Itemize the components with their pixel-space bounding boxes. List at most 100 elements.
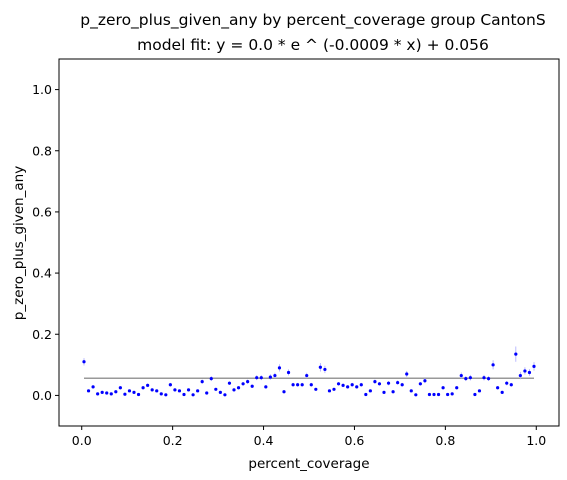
data-point	[300, 383, 304, 387]
data-point	[250, 384, 254, 388]
data-point	[368, 389, 372, 393]
data-point	[305, 373, 309, 378]
x-tick-label: 0.0	[72, 433, 92, 448]
data-point	[346, 385, 350, 389]
data-point	[123, 392, 127, 396]
data-point	[400, 383, 404, 387]
data-point	[355, 385, 359, 389]
data-point	[259, 376, 263, 380]
data-point	[150, 388, 154, 392]
data-point	[196, 389, 200, 393]
data-point	[336, 382, 341, 386]
data-point	[223, 393, 227, 397]
data-point	[500, 390, 504, 394]
x-tick-label: 1.0	[526, 433, 546, 448]
data-point	[100, 390, 104, 394]
x-axis-label: percent_coverage	[248, 456, 369, 472]
data-point	[200, 380, 204, 384]
data-point	[527, 370, 532, 375]
data-point	[141, 386, 145, 390]
data-point	[446, 392, 450, 397]
chart-title: p_zero_plus_given_any by percent_coverag…	[80, 11, 545, 30]
data-point	[350, 383, 354, 387]
data-point	[455, 386, 459, 390]
data-point	[114, 390, 118, 394]
data-point	[118, 386, 122, 390]
data-point	[218, 390, 222, 394]
data-point	[464, 376, 468, 381]
y-axis-label: p_zero_plus_given_any	[11, 166, 27, 320]
data-point	[414, 393, 418, 397]
data-point	[155, 389, 159, 393]
data-point	[173, 388, 177, 392]
data-point	[168, 383, 172, 387]
data-point	[359, 383, 363, 387]
data-point	[450, 392, 454, 396]
data-point	[405, 372, 409, 376]
data-point	[427, 392, 432, 397]
data-point	[423, 379, 427, 383]
x-tick-label: 0.6	[345, 433, 365, 448]
data-point	[105, 391, 109, 395]
data-point	[505, 381, 509, 385]
data-point	[396, 380, 400, 385]
y-tick-label: 0.4	[32, 266, 52, 281]
data-point	[127, 389, 132, 393]
data-point	[382, 390, 386, 394]
data-point	[182, 392, 186, 397]
data-point	[309, 383, 313, 387]
data-point	[473, 392, 477, 397]
data-point	[491, 363, 495, 367]
data-point	[164, 393, 168, 397]
data-point	[209, 376, 213, 381]
data-point	[205, 391, 209, 395]
data-point	[109, 392, 113, 396]
data-point	[364, 392, 368, 397]
data-point	[82, 360, 86, 364]
data-point	[432, 392, 436, 397]
x-tick-label: 0.8	[435, 433, 455, 448]
data-point	[236, 386, 241, 390]
plot-frame	[58, 58, 560, 427]
data-point	[441, 386, 445, 390]
data-point	[191, 393, 195, 397]
data-point	[468, 376, 472, 380]
y-tick-label: 0.0	[32, 388, 52, 403]
data-point	[159, 392, 163, 396]
plot-area	[59, 59, 559, 426]
data-point	[514, 352, 518, 356]
data-point	[268, 375, 272, 379]
data-point	[341, 383, 345, 387]
data-point	[132, 390, 136, 394]
data-point	[286, 370, 291, 375]
x-tick-label: 0.4	[254, 433, 274, 448]
data-point	[523, 369, 527, 373]
data-point	[373, 380, 377, 384]
data-point	[377, 382, 382, 386]
data-point	[291, 383, 295, 387]
data-point	[486, 376, 491, 381]
data-point	[296, 383, 300, 387]
data-point	[214, 387, 218, 391]
data-point	[391, 390, 395, 394]
data-point	[332, 387, 336, 391]
data-point	[318, 365, 322, 369]
data-point	[186, 388, 191, 392]
data-point	[509, 383, 513, 387]
data-point	[277, 366, 282, 370]
data-point	[496, 386, 500, 390]
data-point	[314, 387, 318, 391]
data-point	[282, 390, 286, 394]
data-point	[482, 376, 486, 380]
data-point	[177, 389, 182, 393]
data-point	[227, 381, 232, 385]
data-point	[327, 389, 332, 393]
y-tick-label: 0.2	[32, 327, 52, 342]
data-point	[323, 367, 327, 372]
data-point	[246, 380, 250, 384]
data-point	[418, 382, 422, 386]
data-point	[91, 385, 95, 389]
data-point	[96, 392, 100, 396]
data-point	[386, 381, 391, 385]
